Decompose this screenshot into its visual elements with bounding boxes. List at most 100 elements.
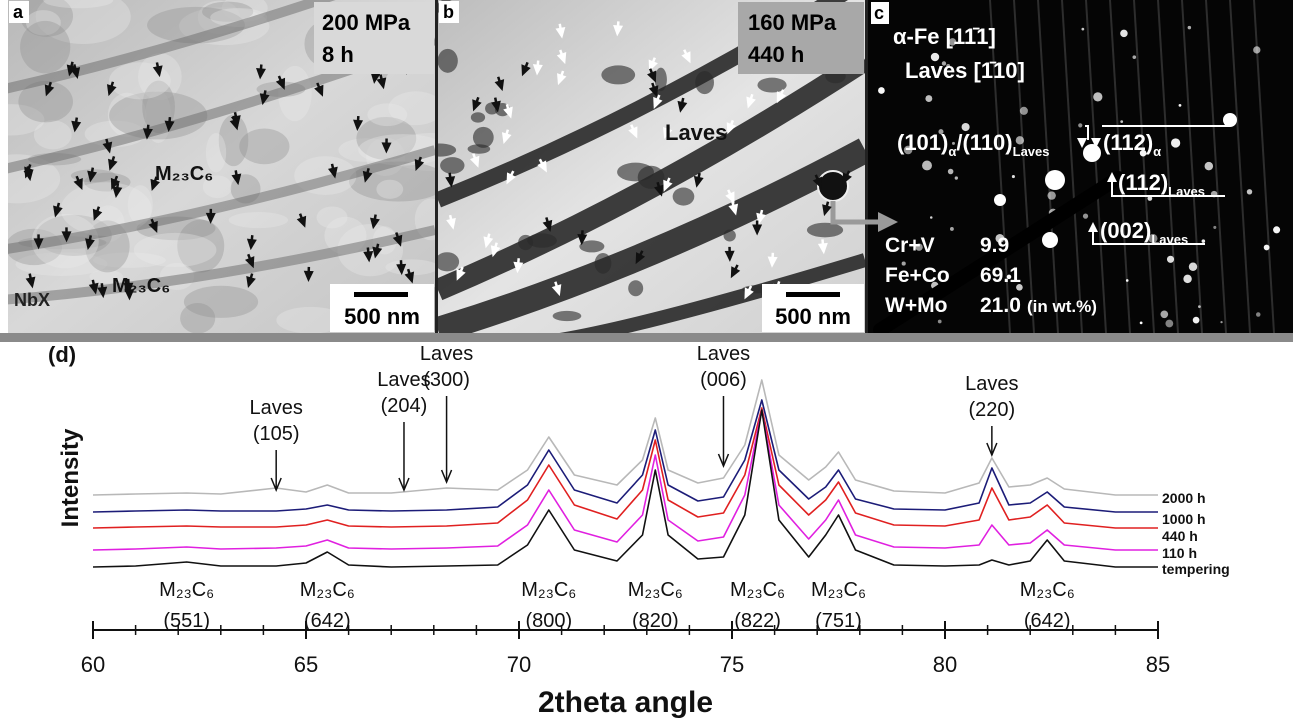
spot xyxy=(1253,46,1260,53)
precipitate xyxy=(601,65,635,84)
peak-hkl: (642) xyxy=(304,610,351,632)
peak-phase: M₂₃C₆ xyxy=(300,579,355,601)
spot xyxy=(922,160,932,170)
spot xyxy=(930,216,933,219)
precipitate xyxy=(440,157,464,174)
spot xyxy=(1120,120,1123,123)
grain xyxy=(376,180,403,199)
element-group: Fe+Co xyxy=(885,264,950,287)
reflection-index: (002) xyxy=(1100,218,1151,243)
divider xyxy=(865,0,868,333)
x-tick-label: 75 xyxy=(720,652,744,677)
reflection-phase: Laves xyxy=(1013,144,1050,159)
panel-label: (d) xyxy=(48,342,76,367)
grain xyxy=(229,212,288,228)
panel-label: a xyxy=(13,2,24,22)
peak-hkl: (642) xyxy=(1024,610,1071,632)
spot xyxy=(1167,256,1174,263)
element-group: Cr+V xyxy=(885,234,935,257)
stress: 200 MPa xyxy=(322,10,411,35)
composition-value: 9.9 xyxy=(980,234,1009,257)
panel-label: c xyxy=(874,3,884,23)
time: 8 h xyxy=(322,42,354,67)
precipitate xyxy=(471,112,485,122)
composition-value: 69.1 xyxy=(980,264,1021,287)
spot xyxy=(1132,55,1136,59)
spot xyxy=(955,176,958,179)
spot xyxy=(1160,310,1168,318)
phase-label: NbX xyxy=(14,290,50,310)
grain xyxy=(134,233,217,267)
precipitate xyxy=(723,230,735,242)
spot xyxy=(878,87,885,94)
reflection-index: /(110) xyxy=(956,130,1012,155)
spot xyxy=(1188,26,1191,29)
zone-axis: Laves [1̄10] xyxy=(905,58,1025,83)
legend-label: 1000 h xyxy=(1162,511,1206,527)
legend-label: tempering xyxy=(1162,561,1230,577)
spot xyxy=(1081,28,1084,31)
peak-phase: M₂₃C₆ xyxy=(1020,579,1075,601)
spot xyxy=(1189,263,1197,271)
reflection-index: (112) xyxy=(1103,130,1153,155)
spot xyxy=(1120,30,1127,37)
peak-hkl: (105) xyxy=(253,423,300,445)
reflection-index: (112) xyxy=(1118,170,1168,195)
legend-label: 110 h xyxy=(1162,545,1197,561)
precipitate xyxy=(595,253,612,274)
spot xyxy=(1047,191,1055,199)
x-axis-title: 2theta angle xyxy=(538,686,713,719)
spot xyxy=(1165,320,1173,328)
peak-phase: Laves xyxy=(249,397,302,419)
composition-value: 21.0 xyxy=(980,294,1021,317)
grain xyxy=(184,286,258,318)
spot xyxy=(1083,213,1088,218)
peak-phase: M₂₃C₆ xyxy=(521,579,576,601)
panel-label: b xyxy=(443,2,454,22)
phase-label: Laves xyxy=(665,120,727,145)
figure: a 200 MPa 8 h M₂₃C₆ M₂₃C₆ NbX 500 nm b 160 MPa 44… xyxy=(0,0,1293,726)
spot xyxy=(1264,245,1270,251)
peak-hkl: (751) xyxy=(815,610,862,632)
page: { "panels": [ {"label": "a", "stress": "… xyxy=(0,0,1293,726)
reflection-phase: α xyxy=(1153,144,1161,159)
spot xyxy=(1183,275,1191,283)
x-tick-label: 80 xyxy=(933,652,957,677)
grain xyxy=(367,103,407,126)
peak-hkl: (800) xyxy=(525,610,572,632)
element-group: W+Mo xyxy=(885,294,947,317)
peak-hkl: (220) xyxy=(969,399,1016,421)
spot xyxy=(1126,279,1129,282)
x-tick-label: 60 xyxy=(81,652,105,677)
reflection-phase: α xyxy=(948,144,956,159)
spot xyxy=(1140,322,1143,325)
peak-phase: Laves xyxy=(965,373,1018,395)
spot xyxy=(1213,226,1216,229)
precipitate xyxy=(438,49,458,73)
spot xyxy=(1042,232,1058,248)
legend-label: 440 h xyxy=(1162,528,1198,544)
stress: 160 MPa xyxy=(748,10,837,35)
peak-phase: M₂₃C₆ xyxy=(730,579,785,601)
zone-axis: α-Fe [11̄1] xyxy=(893,24,996,49)
peak-hkl: (822) xyxy=(734,610,781,632)
spot xyxy=(1045,170,1065,190)
scale-bar xyxy=(786,292,840,297)
spot xyxy=(1012,175,1015,178)
scale-label: 500 nm xyxy=(775,304,851,329)
reflection-index: (101) xyxy=(897,130,948,155)
spot xyxy=(1193,317,1200,324)
peak-hkl: (820) xyxy=(632,610,679,632)
peak-phase: Laves xyxy=(420,343,473,365)
spot xyxy=(1179,104,1182,107)
spot xyxy=(1256,312,1260,316)
scale-label: 500 nm xyxy=(344,304,420,329)
x-tick-label: 65 xyxy=(294,652,318,677)
peak-phase: M₂₃C₆ xyxy=(811,579,866,601)
y-axis-title: Intensity xyxy=(57,428,84,527)
spot xyxy=(925,95,932,102)
spot xyxy=(1083,144,1101,162)
grain xyxy=(34,120,72,149)
precipitate xyxy=(435,252,459,271)
spot xyxy=(1198,305,1201,308)
